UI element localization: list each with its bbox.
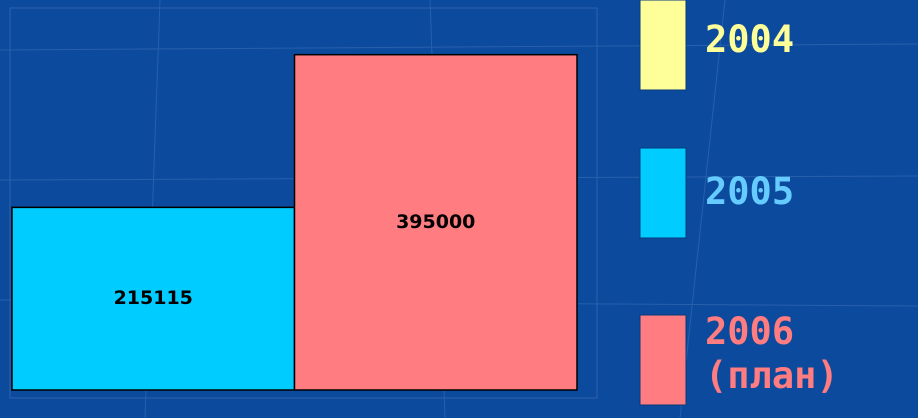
legend-label: 2004 bbox=[705, 18, 795, 61]
bar bbox=[293, 53, 578, 391]
legend-label: 2006 (план) bbox=[705, 310, 839, 397]
bar bbox=[11, 206, 296, 391]
legend-swatch bbox=[639, 147, 687, 239]
bar-value-label: 215115 bbox=[114, 287, 193, 309]
legend-swatch bbox=[639, 0, 687, 91]
plot-area bbox=[9, 7, 598, 399]
bar-value-label: 395000 bbox=[396, 211, 475, 233]
legend-label: 2005 bbox=[705, 170, 795, 213]
legend-swatch bbox=[639, 314, 687, 406]
